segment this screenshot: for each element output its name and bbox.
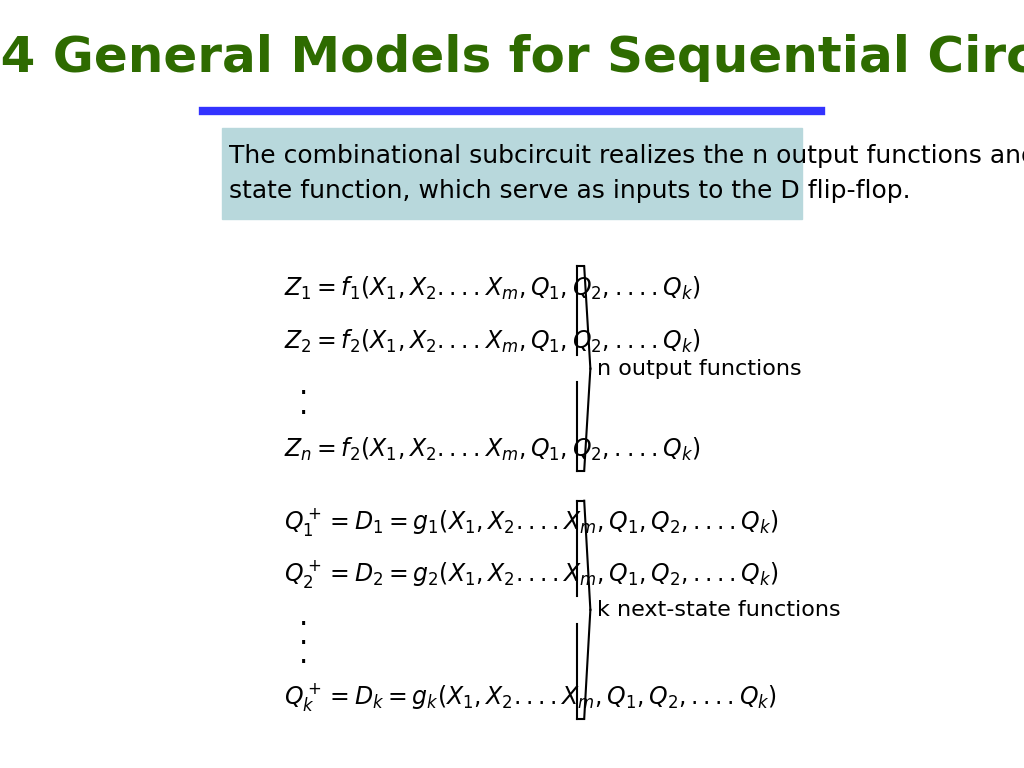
Text: .: . [299, 641, 308, 669]
Text: .: . [299, 622, 308, 650]
Text: $Q_1^+ = D_1 = g_1(X_1, X_2....X_m, Q_1, Q_2,....Q_k)$: $Q_1^+ = D_1 = g_1(X_1, X_2....X_m, Q_1,… [284, 506, 778, 538]
Text: .: . [299, 603, 308, 631]
Text: $Q_k^+ = D_k = g_k(X_1, X_2....X_m, Q_1, Q_2,....Q_k)$: $Q_k^+ = D_k = g_k(X_1, X_2....X_m, Q_1,… [284, 681, 776, 713]
Text: .: . [299, 392, 308, 419]
Text: $Q_2^+ = D_2 = g_2(X_1, X_2....X_m, Q_1, Q_2,....Q_k)$: $Q_2^+ = D_2 = g_2(X_1, X_2....X_m, Q_1,… [284, 558, 778, 590]
Text: .: . [299, 372, 308, 400]
Text: $Z_n = f_2(X_1, X_2....X_m, Q_1, Q_2,....Q_k)$: $Z_n = f_2(X_1, X_2....X_m, Q_1, Q_2,...… [284, 435, 700, 463]
FancyBboxPatch shape [222, 128, 802, 219]
Text: $Z_2 = f_2(X_1, X_2....X_m, Q_1, Q_2,....Q_k)$: $Z_2 = f_2(X_1, X_2....X_m, Q_1, Q_2,...… [284, 328, 700, 356]
Text: k next-state functions: k next-state functions [597, 600, 840, 620]
Text: The combinational subcircuit realizes the n output functions and the k next-
sta: The combinational subcircuit realizes th… [229, 144, 1024, 204]
Text: n output functions: n output functions [597, 359, 801, 379]
Text: $Z_1 = f_1(X_1, X_2....X_m, Q_1, Q_2,....Q_k)$: $Z_1 = f_1(X_1, X_2....X_m, Q_1, Q_2,...… [284, 274, 700, 302]
Text: 13.4 General Models for Sequential Circuit: 13.4 General Models for Sequential Circu… [0, 34, 1024, 81]
